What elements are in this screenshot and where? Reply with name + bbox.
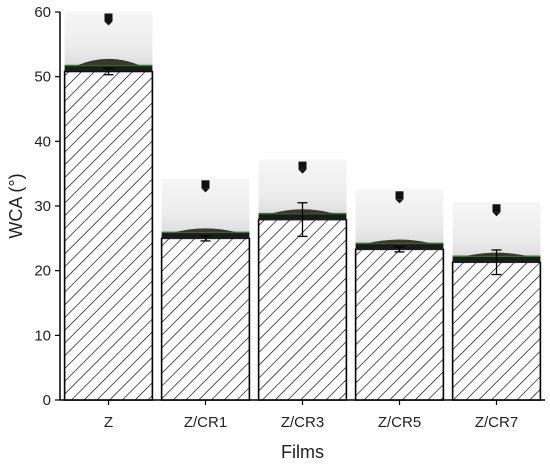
y-tick-label: 30 bbox=[34, 198, 51, 215]
y-tick-label: 60 bbox=[34, 4, 51, 21]
x-tick-label: Z bbox=[104, 414, 113, 431]
needle-tip bbox=[298, 169, 307, 174]
error-bar bbox=[491, 249, 502, 276]
bar-z-cr5 bbox=[354, 248, 445, 401]
droplet-photo bbox=[64, 11, 153, 72]
droplet-photo bbox=[161, 178, 250, 239]
needle bbox=[492, 204, 501, 213]
bars bbox=[63, 70, 542, 401]
y-tick-label: 0 bbox=[43, 392, 51, 409]
needle bbox=[395, 191, 404, 200]
x-tick-label: Z/CR5 bbox=[378, 414, 421, 431]
needle bbox=[298, 161, 307, 170]
x-tick-label: Z/CR7 bbox=[475, 414, 518, 431]
x-axis-title: Films bbox=[281, 442, 324, 462]
x-tick-label: Z/CR1 bbox=[184, 414, 227, 431]
error-bar bbox=[297, 202, 308, 238]
error-bar bbox=[200, 235, 211, 242]
y-axis-title: WCA (°) bbox=[6, 173, 26, 238]
needle bbox=[201, 180, 210, 189]
bar-z-cr3 bbox=[257, 218, 348, 401]
error-bar bbox=[394, 246, 405, 253]
water-droplet bbox=[173, 228, 238, 233]
bar-z-cr1 bbox=[160, 237, 251, 401]
bar-z bbox=[63, 70, 154, 401]
y-tick-label: 20 bbox=[34, 263, 51, 280]
needle-tip bbox=[395, 199, 404, 204]
needle-tip bbox=[201, 188, 210, 193]
droplet-photo bbox=[355, 189, 444, 250]
water-droplet bbox=[367, 239, 432, 244]
tick-labels: 0 10 20 30 40 50 60 Z Z/CR1 Z/CR3 Z/CR5 Z/CR7 bbox=[34, 4, 518, 431]
bar-z-cr7 bbox=[451, 261, 542, 401]
y-tick-label: 40 bbox=[34, 133, 51, 150]
needle-tip bbox=[492, 212, 501, 217]
droplet-insets bbox=[64, 11, 541, 276]
x-tick-label: Z/CR3 bbox=[281, 414, 324, 431]
needle-tip bbox=[104, 21, 113, 26]
y-tick-label: 10 bbox=[34, 327, 51, 344]
needle bbox=[104, 13, 113, 22]
y-tick-label: 50 bbox=[34, 69, 51, 86]
error-bar bbox=[103, 67, 114, 76]
water-droplet bbox=[76, 58, 141, 66]
